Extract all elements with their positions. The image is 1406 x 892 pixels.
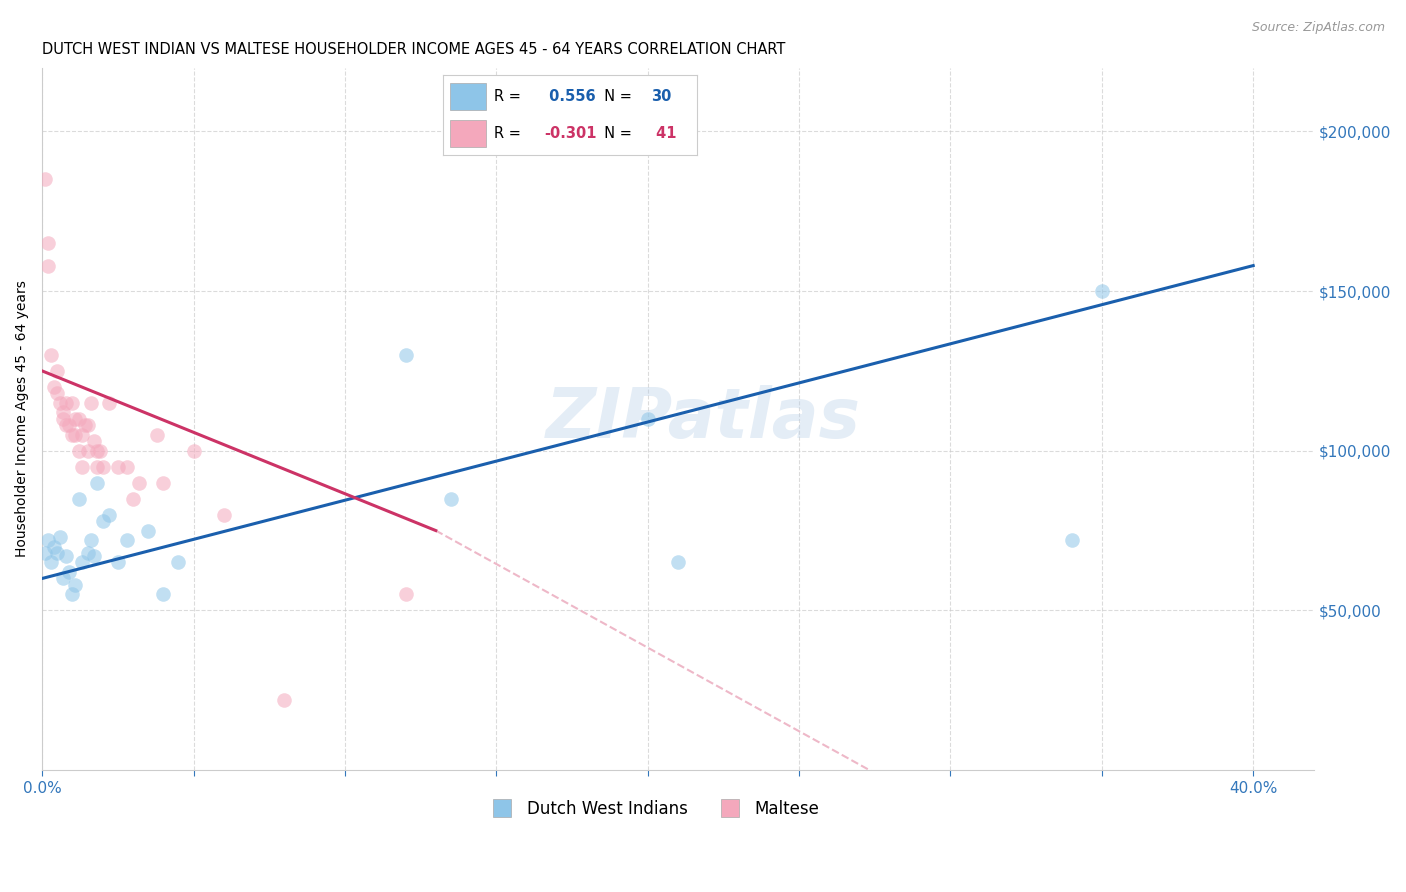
Point	[34, 546, 56, 560]
Point	[67, 443, 90, 458]
Point	[91, 514, 114, 528]
Point	[91, 459, 114, 474]
Point	[44, 540, 66, 554]
Point	[97, 508, 120, 522]
Point	[86, 459, 108, 474]
Point	[107, 556, 129, 570]
Point	[136, 524, 159, 538]
Point	[58, 565, 80, 579]
Point	[62, 396, 84, 410]
Point	[115, 533, 138, 548]
Point	[394, 587, 416, 601]
Point	[52, 412, 75, 426]
Point	[107, 459, 129, 474]
Point	[62, 427, 84, 442]
Point	[152, 475, 174, 490]
Point	[67, 412, 90, 426]
Point	[440, 491, 463, 506]
Text: DUTCH WEST INDIAN VS MALTESE HOUSEHOLDER INCOME AGES 45 - 64 YEARS CORRELATION C: DUTCH WEST INDIAN VS MALTESE HOUSEHOLDER…	[42, 42, 786, 57]
Point	[79, 533, 101, 548]
Point	[55, 549, 77, 563]
Point	[52, 405, 75, 419]
Point	[1091, 284, 1114, 298]
Point	[183, 443, 205, 458]
Point	[86, 443, 108, 458]
Point	[55, 418, 77, 433]
Point	[49, 530, 72, 544]
Point	[39, 348, 62, 362]
Point	[37, 533, 59, 548]
Point	[55, 396, 77, 410]
Point	[89, 443, 111, 458]
Point	[97, 396, 120, 410]
Point	[49, 396, 72, 410]
Point	[34, 172, 56, 186]
Point	[167, 556, 190, 570]
Point	[115, 459, 138, 474]
Point	[76, 443, 98, 458]
Point	[86, 475, 108, 490]
Point	[83, 549, 105, 563]
Point	[76, 418, 98, 433]
Point	[122, 491, 145, 506]
Point	[37, 236, 59, 251]
Point	[46, 546, 69, 560]
Point	[76, 546, 98, 560]
Point	[83, 434, 105, 449]
Point	[67, 491, 90, 506]
Point	[637, 412, 659, 426]
Point	[58, 418, 80, 433]
Point	[273, 692, 295, 706]
Point	[394, 348, 416, 362]
Point	[37, 259, 59, 273]
Legend: Dutch West Indians, Maltese: Dutch West Indians, Maltese	[479, 794, 827, 825]
Point	[65, 427, 87, 442]
Point	[146, 427, 169, 442]
Point	[52, 571, 75, 585]
Point	[666, 556, 689, 570]
Y-axis label: Householder Income Ages 45 - 64 years: Householder Income Ages 45 - 64 years	[15, 280, 30, 558]
Point	[1060, 533, 1083, 548]
Point	[46, 386, 69, 401]
Point	[70, 556, 93, 570]
Point	[65, 578, 87, 592]
Point	[79, 396, 101, 410]
Point	[212, 508, 235, 522]
Point	[46, 364, 69, 378]
Text: ZIPatlas: ZIPatlas	[546, 385, 860, 452]
Text: Source: ZipAtlas.com: Source: ZipAtlas.com	[1251, 21, 1385, 34]
Point	[44, 380, 66, 394]
Point	[152, 587, 174, 601]
Point	[70, 427, 93, 442]
Point	[62, 587, 84, 601]
Point	[39, 556, 62, 570]
Point	[128, 475, 150, 490]
Point	[65, 412, 87, 426]
Point	[70, 459, 93, 474]
Point	[73, 418, 96, 433]
